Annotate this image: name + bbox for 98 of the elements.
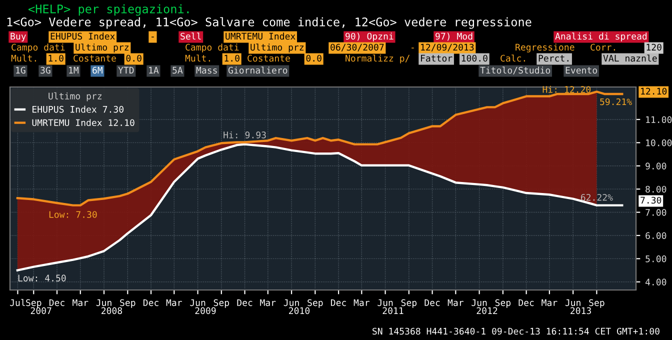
x-tick-label: Sep: [401, 299, 417, 308]
text: 12.10: [641, 88, 667, 95]
text: Ultimo prz: [76, 44, 128, 52]
text: EHUPUS Index: [50, 32, 115, 40]
text: VAL naznle: [603, 54, 657, 62]
text: 120: [646, 44, 662, 51]
x-tick-label: Dec: [143, 299, 158, 306]
x-tick-label: Sep: [120, 299, 136, 308]
text: 7.30: [640, 196, 662, 204]
y-tick-label: 6.00: [646, 232, 666, 240]
text: Mult.: [11, 54, 36, 62]
text: YTD: [118, 66, 134, 74]
text: 6M: [92, 66, 102, 74]
x-tick-label: Sep: [308, 299, 323, 308]
legend-label: UMRTEMU Index 12.10: [32, 119, 134, 126]
x-tick-label: Mar: [448, 299, 464, 306]
x-tick-label: Mar: [72, 299, 88, 306]
text: Calc.: [500, 54, 526, 62]
x2-tick-label: 2008: [102, 307, 122, 314]
x2-tick-label: 2013: [570, 307, 591, 314]
text: UMRTEMU Index: [226, 32, 296, 40]
text: -: [152, 36, 154, 38]
text: Costante: [248, 54, 290, 62]
text: 1M: [69, 66, 78, 74]
text: 100.0: [462, 54, 488, 62]
x-tick-label: Dec: [237, 299, 252, 306]
x-tick-label: Dec: [330, 299, 346, 306]
y-tick-label: 4.00: [645, 278, 666, 286]
x2-tick-label: 2012: [476, 307, 498, 314]
text: Giornaliero: [228, 66, 288, 74]
y-tick-label: 8.00: [646, 186, 666, 193]
annotation: Low: 7.30: [49, 211, 97, 218]
text: Evento: [566, 66, 598, 74]
text: SN 145368 H441-3640-1 09-Dec-13 16:11:54 CET GMT+1:00: [372, 328, 660, 335]
text: 3G: [40, 66, 50, 74]
text: Normalizz p/: [346, 54, 410, 64]
text: 06/30/2007: [330, 44, 384, 52]
text: 12/09/2013: [421, 44, 474, 52]
text: 90) Opzni: [346, 32, 394, 42]
x-tick-label: Jul: [10, 299, 25, 306]
annotation: 62.22%: [580, 194, 613, 201]
text: 1A: [149, 66, 159, 74]
text: 0.0: [126, 54, 142, 62]
text: Sell: [180, 32, 201, 40]
y-tick-label: 5.00: [646, 255, 666, 262]
x-tick-label: Sep: [589, 299, 604, 308]
text: Mass: [196, 66, 217, 74]
legend-label: EHUPUS Index 7.30: [32, 106, 124, 113]
x-tick-label: Mar: [166, 299, 182, 306]
x-tick-label: Jun: [284, 299, 299, 306]
x-tick-label: Jun: [565, 299, 580, 306]
x2-tick-label: 2010: [289, 307, 310, 314]
annotation: 59.21%: [600, 98, 632, 106]
text: Titolo/Studio: [480, 66, 550, 74]
x2-tick-label: 2009: [195, 307, 216, 314]
x-tick-label: Mar: [260, 299, 276, 306]
text: 1.0: [224, 54, 240, 62]
annotation: Hi: 9.93: [224, 131, 266, 138]
x-tick-label: Dec: [49, 299, 64, 306]
x-tick-label: Sep: [214, 299, 230, 308]
y-tick-label: 11.00: [646, 116, 672, 124]
line-series: [16, 143, 624, 272]
text: Analisi di spread: [555, 32, 647, 42]
text: Campo dati: [12, 44, 65, 52]
text: 1.0: [48, 54, 64, 62]
x-tick-label: Dec: [424, 299, 440, 306]
text: Fattor: [421, 54, 452, 62]
x2-tick-label: 2007: [30, 307, 52, 314]
text: Regressione: [516, 44, 574, 52]
text: Mult.: [185, 54, 210, 62]
y-tick-label: 7.00: [646, 209, 666, 216]
text: Perct.: [538, 54, 568, 62]
text: 5A: [172, 66, 183, 74]
text: Costante: [74, 54, 116, 62]
x-tick-label: Mar: [354, 299, 370, 306]
x-tick-label: Sep: [26, 299, 42, 308]
x-tick-label: Jun: [190, 299, 206, 306]
text: Buy: [10, 32, 26, 42]
y-tick-label: 10.00: [646, 139, 672, 146]
text: 1G: [16, 66, 26, 74]
chart-subtitle: 1<Go> Vedere spread, 11<Go> Salvare come indice, 12<Go> vedere regressione: [7, 17, 532, 29]
text: Corr.: [590, 44, 616, 51]
y-tick-label: 9.00: [646, 162, 666, 170]
text: 97) Mod: [436, 32, 472, 41]
x2-tick-label: 2011: [382, 307, 404, 314]
x-tick-label: Jun: [472, 299, 487, 306]
x-tick-label: Sep: [495, 299, 511, 308]
legend-title: Ultimo prz: [48, 92, 102, 102]
x-tick-label: Dec: [518, 299, 534, 306]
x-tick-label: Jun: [378, 299, 393, 306]
text: 0.0: [306, 54, 322, 62]
text: Ultimo prz: [250, 44, 304, 52]
x-tick-label: Mar: [542, 299, 558, 306]
annotation: Hi: 12.20: [542, 86, 591, 93]
chart-title: <HELP> per spiegazioni.: [28, 4, 189, 16]
x-tick-label: Jun: [96, 299, 112, 306]
text: Campo dati: [186, 44, 239, 52]
annotation: Low: 4.50: [18, 274, 66, 282]
